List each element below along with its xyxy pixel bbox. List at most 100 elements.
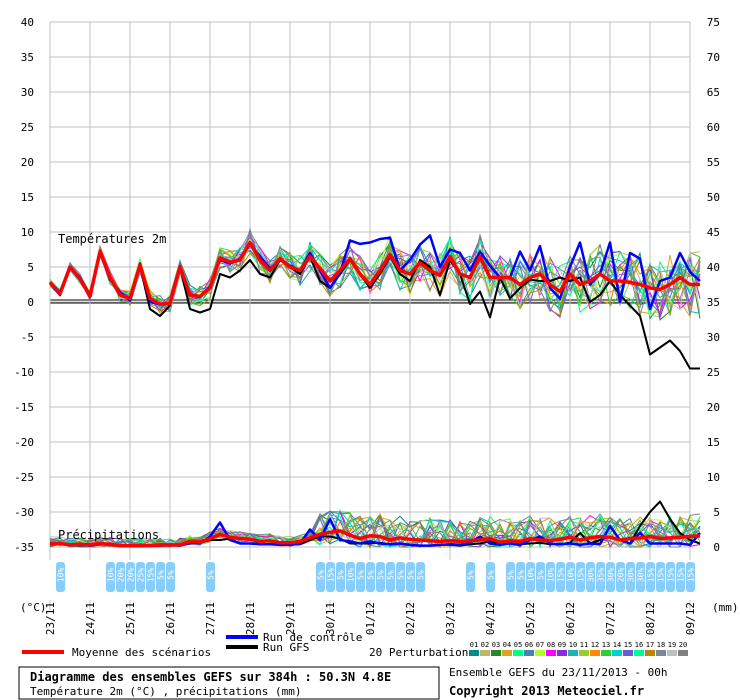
snow-probability: ❄15% (556, 562, 566, 595)
snow-probability: ❄10% (56, 562, 66, 595)
snow-probability: ❄ 5% (206, 562, 216, 595)
date-tick-label: 06/12 (564, 602, 577, 635)
precip-tick-label: 5 (713, 506, 720, 519)
snow-percent-label: 10% (107, 568, 116, 583)
snow-badge (356, 562, 365, 592)
legend-perturbations-label: 20 Perturbations (369, 646, 475, 659)
temperature-axis: 40 35 30 25 20 15 10 5 0 -5 -10 -15 -20 -25 -30 -35 (14, 16, 34, 554)
snow-percent-label: 15% (147, 568, 156, 583)
snowflake-icon: ❄ (617, 584, 624, 595)
precip-tick-label: 70 (707, 51, 720, 64)
snow-probability: ❄ 5% (416, 562, 426, 595)
snowflake-icon: ❄ (637, 584, 644, 595)
snow-badge (516, 562, 525, 592)
snow-percent-label: 30% (627, 568, 636, 583)
snow-percent-label: 15% (327, 568, 336, 583)
perturbation-swatch-10 (568, 650, 578, 656)
snow-probability: ❄15% (576, 562, 586, 595)
snow-badge (386, 562, 395, 592)
snow-badge (606, 562, 615, 592)
temp-tick-label: 5 (27, 261, 34, 274)
perturbation-swatch-13 (601, 650, 611, 656)
perturbation-swatch-05 (513, 650, 523, 656)
snow-badge (146, 562, 155, 592)
snow-probability: ❄ 5% (376, 562, 386, 595)
snow-badge (206, 562, 215, 592)
snowflake-icon: ❄ (127, 584, 134, 595)
snowflake-icon: ❄ (517, 584, 524, 595)
snowflake-icon: ❄ (397, 584, 404, 595)
snow-probability: ❄20% (116, 562, 126, 595)
snow-probability: ❄ 5% (406, 562, 416, 595)
perturbation-label-03: 03 (492, 641, 500, 649)
temp-tick-label: 35 (21, 51, 34, 64)
snow-badge (666, 562, 675, 592)
perturbation-label-11: 11 (580, 641, 588, 649)
snow-badge (376, 562, 385, 592)
perturbation-label-18: 18 (657, 641, 665, 649)
snowflake-icon: ❄ (57, 584, 64, 595)
snow-probability: ❄25% (136, 562, 146, 595)
snowflake-icon: ❄ (337, 584, 344, 595)
date-tick-label: 23/11 (44, 602, 57, 635)
snow-percent-label: 5% (317, 570, 326, 580)
snow-probability: ❄ 5% (536, 562, 546, 595)
snow-probability: ❄15% (686, 562, 696, 595)
snow-badge (166, 562, 175, 592)
perturbation-label-08: 08 (547, 641, 555, 649)
snow-probability: ❄10% (526, 562, 536, 595)
snowflake-icon: ❄ (657, 584, 664, 595)
snow-badge (646, 562, 655, 592)
snow-percent-label: 30% (637, 568, 646, 583)
snow-probability: ❄ 5% (336, 562, 346, 595)
temp-tick-label: -10 (14, 366, 34, 379)
perturbation-swatch-04 (502, 650, 512, 656)
snow-probability: ❄15% (326, 562, 336, 595)
perturbation-label-02: 02 (481, 641, 489, 649)
snowflake-icon: ❄ (357, 584, 364, 595)
snow-percent-label: 5% (367, 570, 376, 580)
snow-percent-label: 15% (677, 568, 686, 583)
snow-probability: ❄15% (666, 562, 676, 595)
snow-probability: ❄20% (126, 562, 136, 595)
snow-badge (416, 562, 425, 592)
legend: Run de contrôle Run GFS Moyenne des scén… (22, 631, 688, 659)
snow-percent-label: 30% (607, 568, 616, 583)
snow-percent-label: 5% (467, 570, 476, 580)
perturbation-label-16: 16 (635, 641, 643, 649)
perturbation-swatch-01 (469, 650, 479, 656)
snowflake-icon: ❄ (317, 584, 324, 595)
snow-badge (106, 562, 115, 592)
perturbation-swatch-09 (557, 650, 567, 656)
temp-tick-label: 25 (21, 121, 34, 134)
snow-badge (506, 562, 515, 592)
date-tick-label: 29/11 (284, 602, 297, 635)
snow-percent-label: 20% (127, 568, 136, 583)
snow-percent-label: 5% (207, 570, 216, 580)
mean-precip-line (50, 529, 701, 548)
snow-percent-label: 5% (357, 570, 366, 580)
snowflake-icon: ❄ (667, 584, 674, 595)
snow-badge (56, 562, 65, 592)
perturbation-swatch-14 (612, 650, 622, 656)
snow-badge (636, 562, 645, 592)
snow-badge (116, 562, 125, 592)
temp-tick-label: -20 (14, 436, 34, 449)
snowflake-icon: ❄ (327, 584, 334, 595)
snowflake-icon: ❄ (157, 584, 164, 595)
snowflake-icon: ❄ (547, 584, 554, 595)
snow-percent-label: 5% (387, 570, 396, 580)
snowflake-icon: ❄ (507, 584, 514, 595)
temp-tick-label: 20 (21, 156, 34, 169)
precip-tick-label: 55 (707, 156, 720, 169)
date-tick-label: 03/12 (444, 602, 457, 635)
snow-badge (546, 562, 555, 592)
snow-probability: ❄ 5% (316, 562, 326, 595)
snow-percent-label: 5% (407, 570, 416, 580)
snow-badge (626, 562, 635, 592)
date-tick-label: 30/11 (324, 602, 337, 635)
snowflake-icon: ❄ (347, 584, 354, 595)
perturbation-temp-line-20 (49, 229, 701, 318)
grid (49, 21, 691, 610)
date-tick-label: 28/11 (244, 602, 257, 635)
